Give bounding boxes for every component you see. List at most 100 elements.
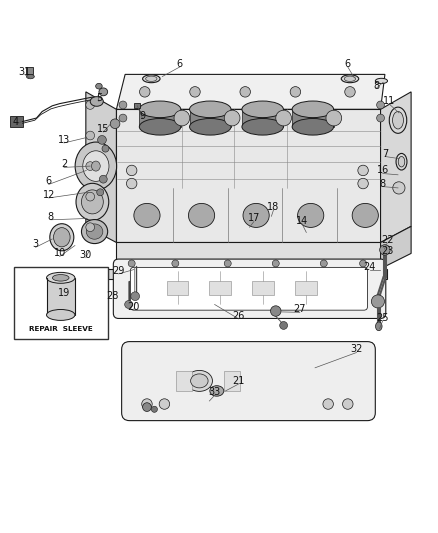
Ellipse shape [86,224,103,239]
Polygon shape [117,75,385,109]
Ellipse shape [375,322,382,330]
Text: 32: 32 [350,344,363,354]
Ellipse shape [375,78,388,84]
Text: 31: 31 [18,67,31,77]
Polygon shape [252,281,274,295]
Ellipse shape [297,204,324,228]
Circle shape [380,245,390,255]
Circle shape [377,114,385,122]
Polygon shape [381,227,411,269]
Text: 6: 6 [345,59,351,69]
Ellipse shape [242,118,283,135]
Ellipse shape [76,183,109,221]
Polygon shape [139,109,181,127]
Text: 8: 8 [380,179,386,189]
Circle shape [127,165,137,176]
Text: 4: 4 [13,117,19,126]
Text: 6: 6 [46,176,52,187]
Polygon shape [117,109,381,243]
Ellipse shape [81,220,108,244]
Circle shape [272,260,279,267]
Circle shape [271,306,281,316]
Text: 9: 9 [140,111,146,121]
Polygon shape [176,372,192,391]
Polygon shape [134,103,141,108]
Circle shape [131,292,140,301]
Polygon shape [108,269,387,279]
Text: 24: 24 [364,262,376,271]
FancyBboxPatch shape [131,268,367,310]
Circle shape [343,399,353,409]
Circle shape [140,87,150,97]
Ellipse shape [46,310,75,320]
Circle shape [224,260,231,267]
Circle shape [151,406,157,413]
Ellipse shape [341,75,359,83]
Ellipse shape [143,75,160,83]
Ellipse shape [53,274,69,281]
Ellipse shape [292,101,334,118]
Text: 26: 26 [233,311,245,321]
Ellipse shape [242,101,283,118]
Ellipse shape [46,272,75,283]
Circle shape [371,295,385,308]
Polygon shape [295,281,317,295]
Ellipse shape [139,118,181,135]
Text: 21: 21 [233,376,245,386]
Text: 3: 3 [32,239,39,249]
Circle shape [86,131,95,140]
Text: 15: 15 [97,124,110,134]
Text: 30: 30 [80,250,92,260]
Text: 6: 6 [177,59,183,69]
Circle shape [240,87,251,97]
Polygon shape [242,109,283,127]
Polygon shape [117,243,381,269]
FancyBboxPatch shape [113,259,386,318]
Text: 5: 5 [96,93,102,103]
Ellipse shape [139,101,181,118]
Text: 7: 7 [382,149,388,159]
Text: 20: 20 [127,302,140,312]
Bar [14,266,108,338]
Ellipse shape [83,151,109,181]
Polygon shape [224,372,240,391]
Ellipse shape [190,101,231,118]
Ellipse shape [26,75,34,79]
Circle shape [326,110,342,126]
Circle shape [86,101,95,109]
Circle shape [127,179,137,189]
Polygon shape [292,109,334,127]
Circle shape [393,182,405,194]
Text: 28: 28 [106,291,118,301]
Text: 33: 33 [208,387,221,397]
Polygon shape [26,67,33,75]
Text: 27: 27 [293,304,306,314]
Circle shape [110,119,120,128]
Ellipse shape [134,204,160,228]
Text: 8: 8 [48,212,54,222]
Circle shape [102,145,109,152]
Ellipse shape [186,370,212,391]
Ellipse shape [344,76,356,82]
Circle shape [377,101,385,109]
Text: 23: 23 [381,246,393,256]
Circle shape [190,87,200,97]
Ellipse shape [389,107,407,133]
Circle shape [98,135,106,144]
Circle shape [143,403,151,411]
Text: 19: 19 [58,288,70,298]
Ellipse shape [392,111,403,129]
Circle shape [280,321,288,329]
Ellipse shape [50,224,74,251]
Ellipse shape [188,204,215,228]
Circle shape [97,189,104,196]
Circle shape [172,260,179,267]
Circle shape [276,110,291,126]
Ellipse shape [398,157,405,167]
FancyBboxPatch shape [122,342,375,421]
Text: 22: 22 [381,235,393,245]
Circle shape [174,110,190,126]
Circle shape [320,260,327,267]
Circle shape [323,399,333,409]
Ellipse shape [90,96,103,106]
